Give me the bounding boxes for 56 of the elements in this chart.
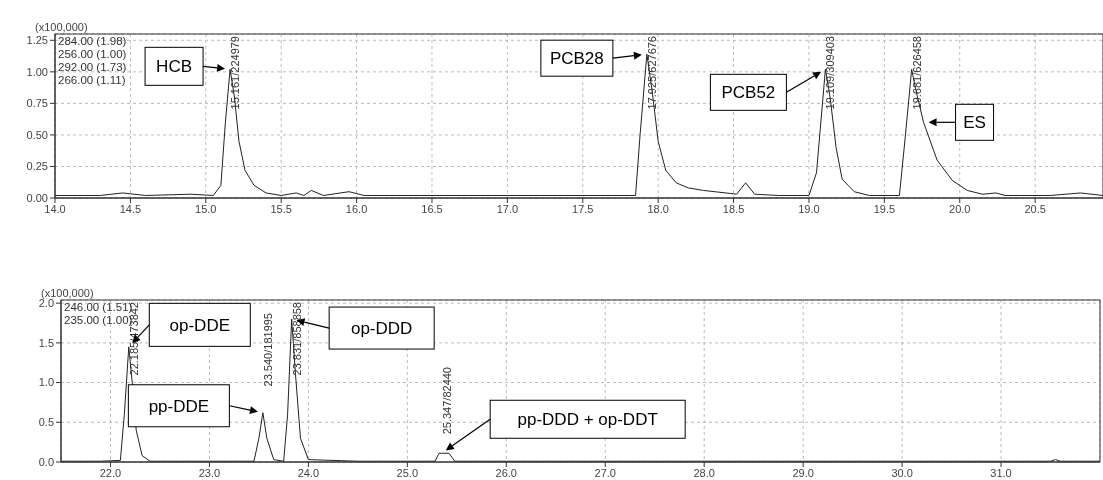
x-tick-label: 14.5 xyxy=(119,202,142,215)
annotation: 256.00 (1.00) xyxy=(58,48,127,60)
y-tick-label: 0.0 xyxy=(38,455,54,468)
x-tick-label: 19.5 xyxy=(873,202,896,215)
x-tick-label: 14.0 xyxy=(44,202,66,215)
y-tick-label: 0.75 xyxy=(26,97,48,110)
x-tick-label: 20.0 xyxy=(949,202,971,215)
y-tick-label: 1.5 xyxy=(38,336,54,349)
y-tick-label: 0.00 xyxy=(26,191,48,204)
annotation: 292.00 (1.73) xyxy=(58,61,127,73)
y-tick-label: 1.0 xyxy=(38,376,54,389)
x-tick-label: 24.0 xyxy=(297,466,320,479)
x-tick-label: 17.0 xyxy=(496,202,519,215)
y-tick-label: 0.5 xyxy=(38,416,54,429)
x-tick-label: 16.5 xyxy=(421,202,443,215)
annotation: 23.540/181995 xyxy=(261,313,274,387)
y-tick-label: 1.00 xyxy=(26,65,48,78)
annotation: 17.925/627676 xyxy=(645,36,658,110)
x-tick-label: 16.0 xyxy=(345,202,368,215)
annotation: 15.161/224979 xyxy=(229,36,242,110)
x-tick-label: 15.5 xyxy=(270,202,292,215)
annotation: 246.00 (1.51) xyxy=(64,301,133,313)
y-axis-title: (x100,000) xyxy=(41,287,94,299)
annotation: pp-DDE xyxy=(148,396,210,416)
annotation: ES xyxy=(963,113,986,133)
x-tick-label: 26.0 xyxy=(495,466,517,479)
x-tick-label: 17.5 xyxy=(572,202,594,215)
annotation: PCB28 xyxy=(549,49,604,69)
annotation: 25.347/82440 xyxy=(440,367,453,435)
x-tick-label: 23.0 xyxy=(198,466,221,479)
y-tick-label: 0.25 xyxy=(26,160,48,173)
x-tick-label: 15.0 xyxy=(195,202,217,215)
y-tick-label: 0.50 xyxy=(26,128,48,141)
annotation: op-DDD xyxy=(350,319,413,339)
annotation: 23.831/858858 xyxy=(290,302,303,376)
annotation: 266.00 (1.11) xyxy=(58,74,126,86)
x-tick-label: 27.0 xyxy=(594,466,616,479)
y-axis-title: (x100,000) xyxy=(35,21,88,33)
annotation: 19.681/626458 xyxy=(910,36,923,110)
annotation: pp-DDD + op-DDT xyxy=(517,410,658,430)
x-tick-label: 20.5 xyxy=(1024,202,1046,215)
x-tick-label: 18.5 xyxy=(722,202,745,215)
x-tick-label: 30.0 xyxy=(891,466,913,479)
x-tick-label: 25.0 xyxy=(396,466,419,479)
x-tick-label: 19.0 xyxy=(798,202,820,215)
annotation: 19.109/309403 xyxy=(824,36,837,110)
x-tick-label: 18.0 xyxy=(647,202,669,215)
annotation: 284.00 (1.98) xyxy=(58,35,127,47)
annotation: HCB xyxy=(156,57,193,77)
x-tick-label: 22.0 xyxy=(99,466,122,479)
x-tick-label: 28.0 xyxy=(693,466,715,479)
x-tick-label: 29.0 xyxy=(792,466,814,479)
y-tick-label: 1.25 xyxy=(26,34,48,47)
x-tick-label: 31.0 xyxy=(990,466,1012,479)
annotation: PCB52 xyxy=(721,83,776,103)
annotation: op-DDE xyxy=(169,315,231,335)
